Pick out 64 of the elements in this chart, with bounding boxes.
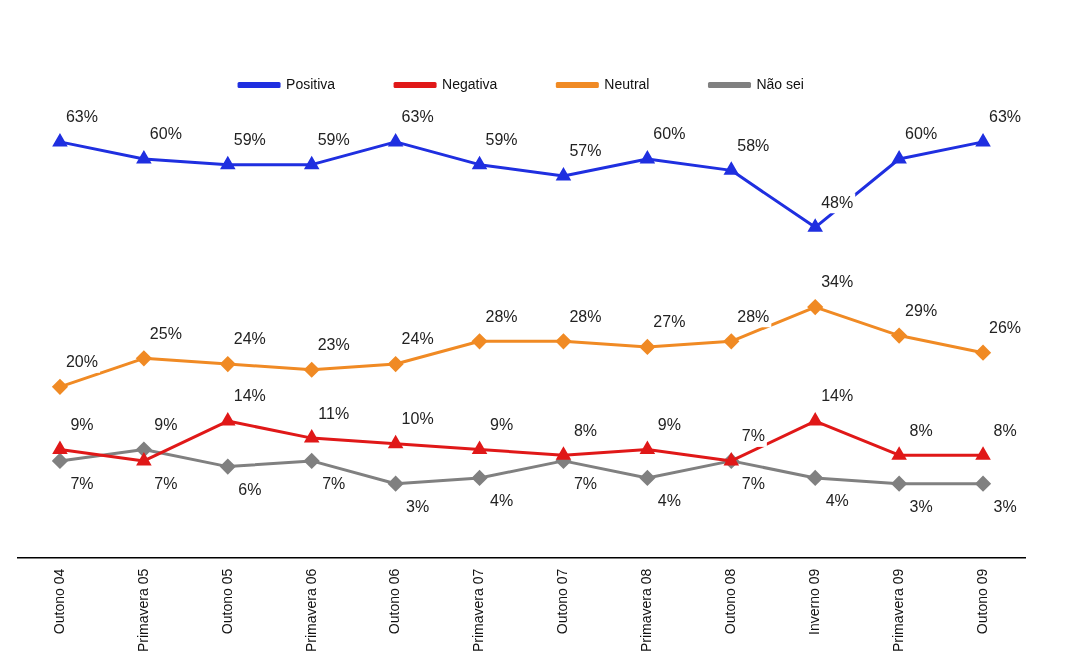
x-tick-label: Primavera 08	[638, 568, 655, 653]
data-label: 3%	[993, 498, 1017, 516]
data-label: 4%	[657, 492, 681, 510]
data-label: 14%	[233, 387, 266, 405]
x-tick-label: Outono 08	[722, 568, 739, 635]
data-label: 57%	[569, 142, 602, 160]
legend-label: Neutral	[604, 75, 650, 92]
data-label: 10%	[401, 410, 434, 428]
data-label: 24%	[233, 330, 266, 348]
data-label: 7%	[154, 475, 178, 493]
data-label: 34%	[821, 273, 854, 291]
data-label: 59%	[233, 131, 266, 149]
data-label: 6%	[238, 481, 262, 498]
data-label: 60%	[149, 125, 182, 143]
data-label: 3%	[406, 498, 430, 516]
data-label: 14%	[821, 387, 854, 405]
x-tick-label: Primavera 07	[470, 568, 487, 653]
data-label: 63%	[65, 108, 98, 126]
data-label: 7%	[573, 475, 598, 493]
x-tick-label: Outono 04	[50, 568, 67, 635]
data-label: 26%	[989, 319, 1022, 337]
data-label: 8%	[573, 421, 598, 439]
data-label: 60%	[905, 125, 938, 143]
data-label: 59%	[485, 131, 518, 149]
x-tick-label: Outono 07	[554, 568, 571, 635]
x-tick-label: Outono 06	[386, 568, 403, 635]
x-tick-label: Outono 09	[973, 568, 990, 635]
data-label: 8%	[993, 421, 1017, 439]
data-label: 9%	[154, 415, 178, 433]
data-label: 9%	[70, 415, 94, 433]
x-tick-label: Primavera 05	[134, 568, 151, 653]
x-tick-label: Primavera 09	[889, 568, 906, 653]
data-label: 9%	[657, 415, 681, 433]
legend-label: Positiva	[286, 75, 336, 92]
data-label: 7%	[322, 475, 346, 493]
data-label: 63%	[401, 108, 434, 126]
data-label: 7%	[741, 427, 765, 445]
data-label: 28%	[737, 307, 770, 325]
data-label: 25%	[149, 324, 182, 342]
data-label: 11%	[318, 404, 350, 422]
data-label: 4%	[825, 492, 849, 510]
data-label: 23%	[317, 336, 350, 354]
legend-label: Não sei	[756, 75, 804, 92]
data-label: 20%	[65, 353, 98, 371]
data-label: 63%	[989, 108, 1022, 126]
legend-label: Negativa	[442, 75, 498, 92]
data-label: 29%	[905, 301, 938, 319]
data-label: 8%	[909, 421, 933, 439]
data-label: 48%	[821, 193, 854, 211]
data-label: 7%	[741, 475, 765, 493]
x-tick-label: Outono 05	[218, 568, 235, 635]
data-label: 24%	[401, 330, 434, 348]
data-label: 28%	[569, 307, 602, 325]
data-label: 59%	[317, 131, 350, 149]
data-label: 27%	[653, 313, 686, 331]
data-label: 7%	[70, 475, 94, 493]
data-label: 4%	[489, 492, 514, 510]
x-tick-label: Inverno 09	[806, 568, 823, 635]
data-label: 3%	[909, 498, 933, 516]
data-label: 60%	[653, 125, 686, 143]
data-label: 9%	[489, 415, 514, 433]
x-tick-label: Primavera 06	[302, 568, 319, 653]
data-label: 58%	[737, 136, 770, 154]
data-label: 28%	[485, 307, 518, 325]
